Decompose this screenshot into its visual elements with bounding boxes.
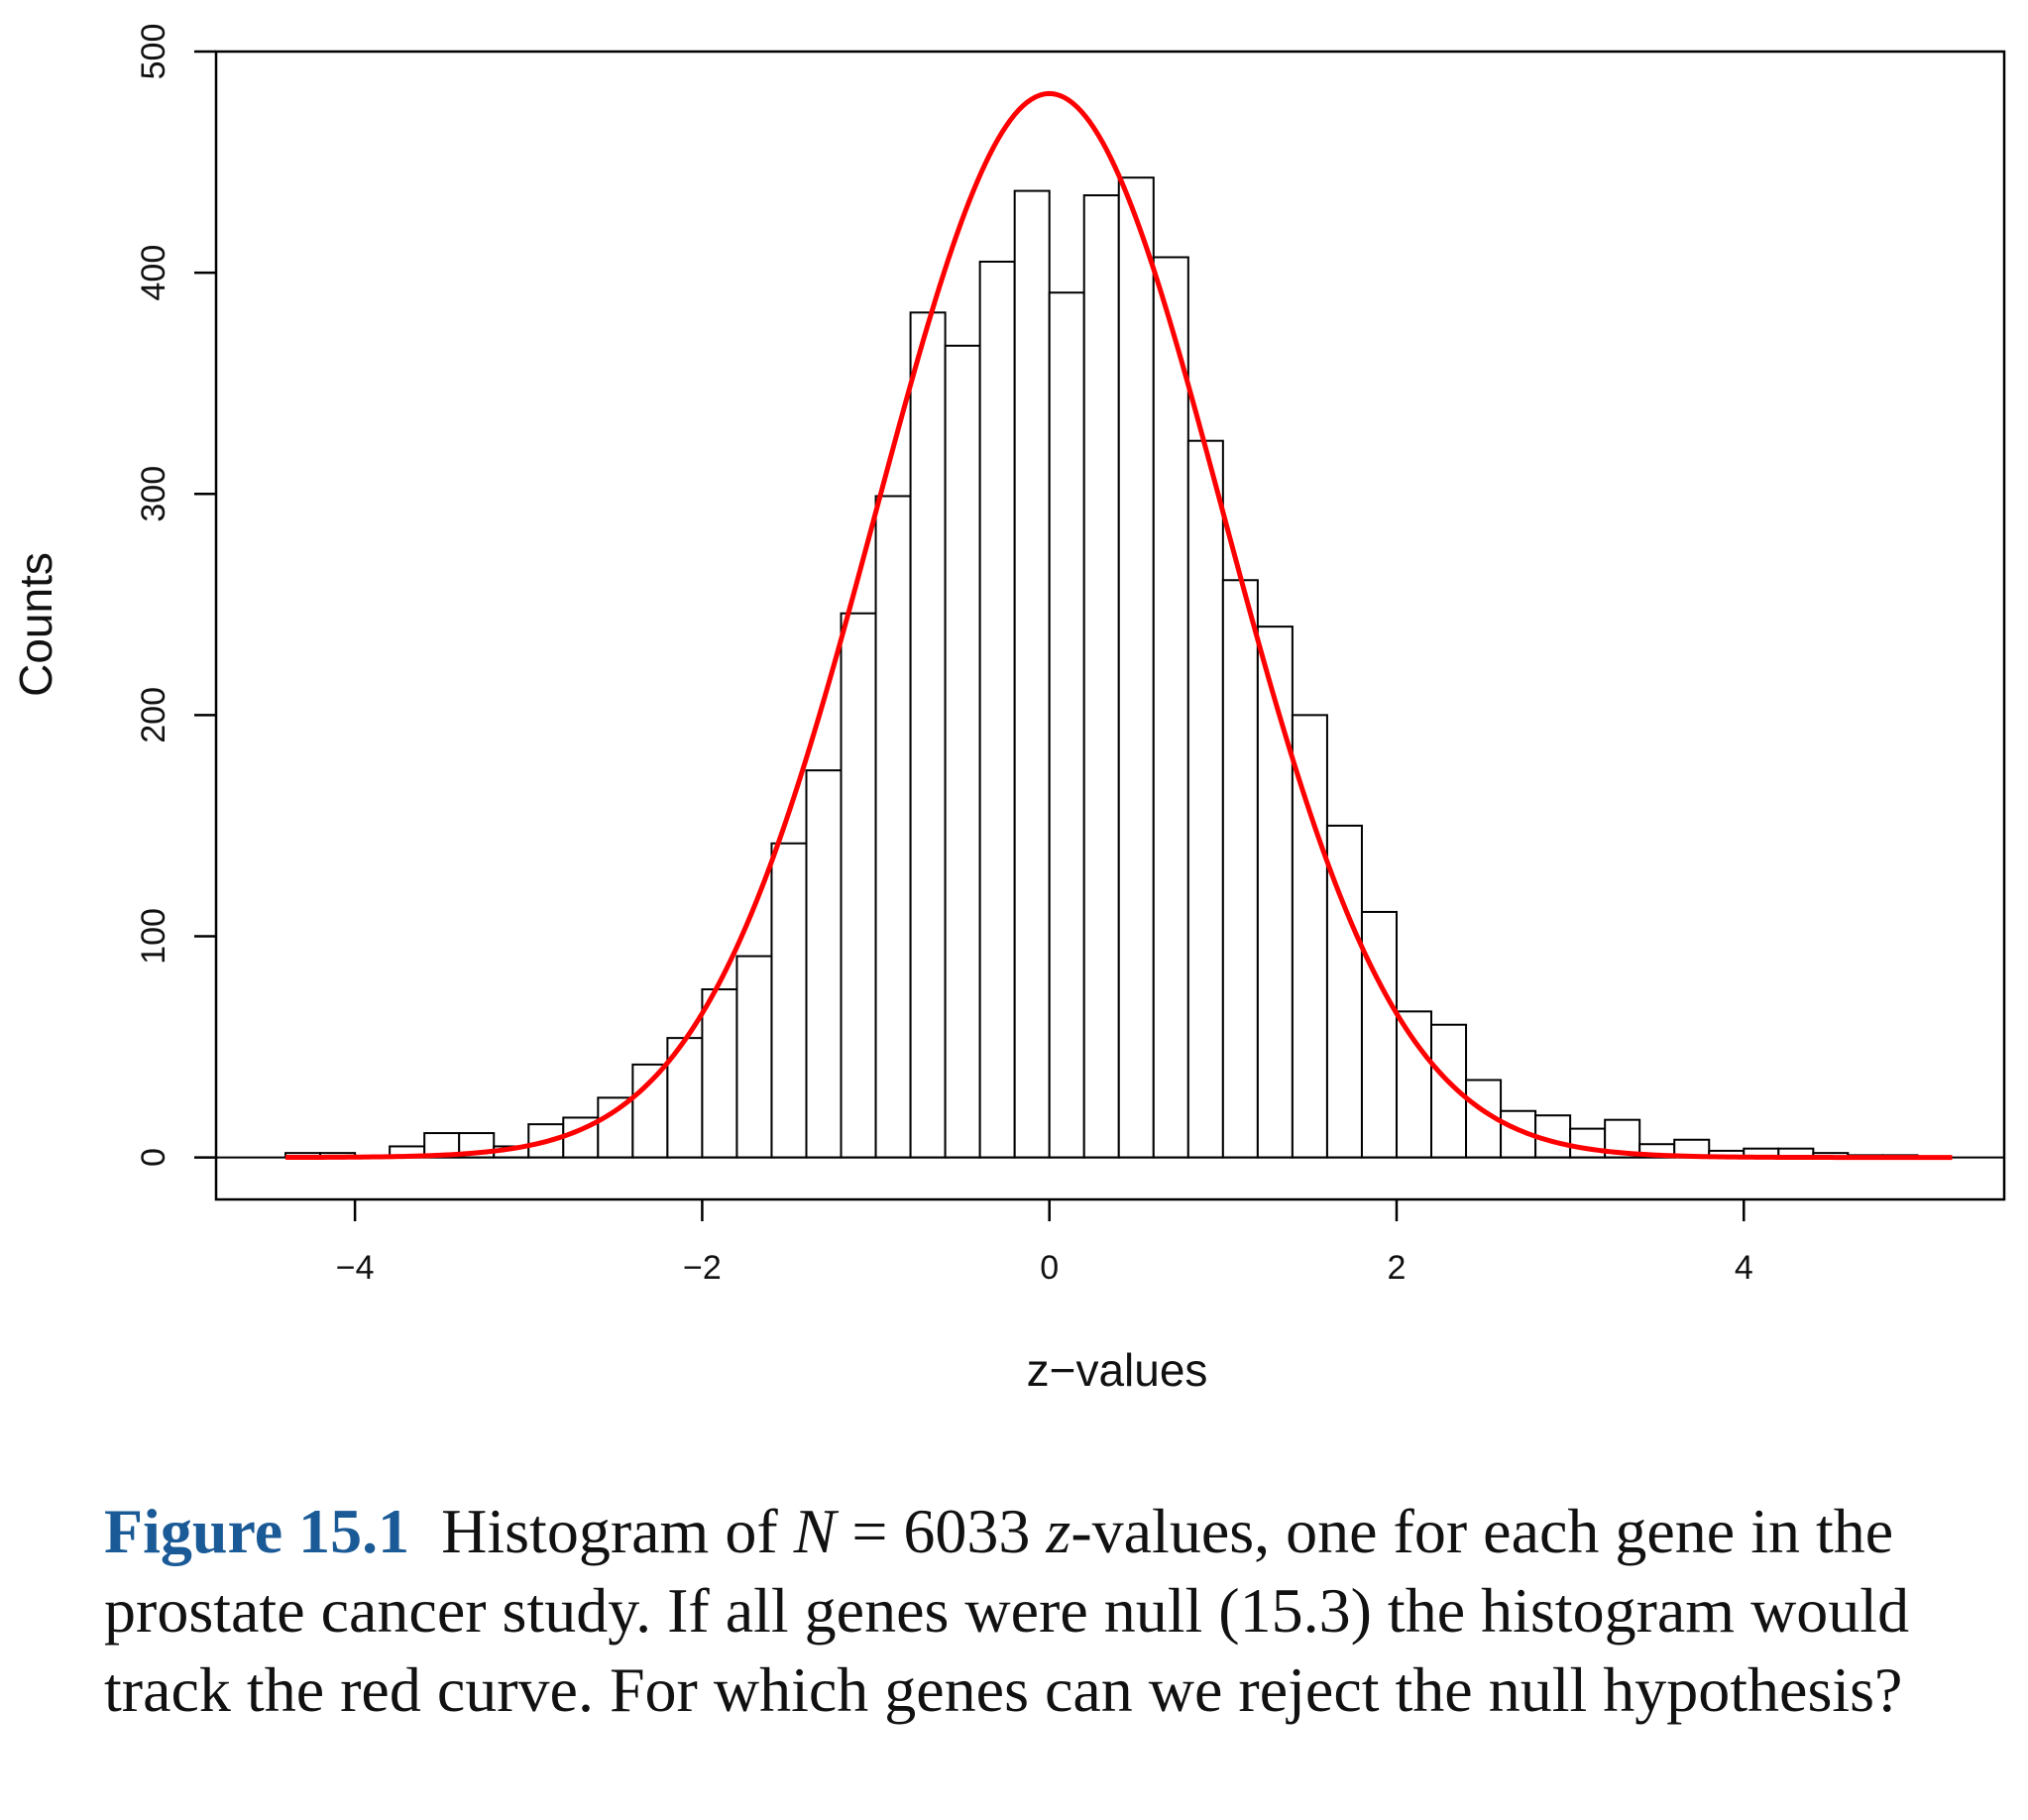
x-tick-label: −2	[683, 1249, 722, 1287]
histogram-bar	[735, 955, 773, 1159]
x-axis-label: z−values	[1027, 1344, 1208, 1396]
histogram-bar	[944, 344, 981, 1159]
x-tick-label: −4	[336, 1249, 375, 1287]
histogram-bar	[1048, 291, 1085, 1159]
histogram-bar	[1360, 910, 1398, 1159]
y-tick-label: 400	[135, 245, 172, 301]
y-tick-label: 300	[135, 466, 172, 522]
y-tick-label: 100	[135, 908, 172, 965]
histogram-bar	[840, 612, 877, 1159]
caption-text-rest: -values, one for each gene in the prosta…	[104, 1496, 1910, 1725]
caption-n-symbol: N	[793, 1496, 837, 1566]
histogram-bar	[1256, 626, 1294, 1159]
caption-n-value: 6033	[903, 1496, 1031, 1566]
histogram-bar	[909, 311, 947, 1159]
histogram-bar	[1117, 176, 1155, 1159]
histogram-bar	[1186, 439, 1224, 1159]
histogram-bar	[701, 988, 738, 1159]
caption-equals: =	[851, 1496, 888, 1566]
histogram-bar	[1152, 256, 1189, 1159]
histogram-bar	[1569, 1127, 1607, 1159]
histogram-bar	[1221, 579, 1259, 1159]
y-axis: 0 100 200 300 400 500	[135, 24, 216, 1167]
x-tick-label: 0	[1040, 1249, 1059, 1287]
histogram-bar	[1013, 189, 1051, 1159]
y-tick-label: 500	[135, 24, 172, 80]
y-tick-label: 200	[135, 687, 172, 743]
x-tick-label: 4	[1735, 1249, 1753, 1287]
histogram-bar	[978, 260, 1016, 1159]
histogram-bar	[770, 842, 808, 1159]
plot-frame	[214, 50, 2006, 1201]
x-axis: −4 −2 0 2 4	[336, 1199, 1753, 1287]
caption-figure-label: Figure 15.1	[104, 1496, 410, 1566]
histogram-bar	[597, 1096, 634, 1159]
x-tick-label: 2	[1388, 1249, 1407, 1287]
caption-text-start: Histogram of	[441, 1496, 778, 1566]
histogram-bar	[874, 495, 912, 1159]
caption-z-symbol: z	[1046, 1496, 1071, 1566]
histogram-bar	[805, 769, 843, 1159]
figure-caption: Figure 15.1 Histogram of N = 6033 z-valu…	[104, 1492, 1968, 1730]
y-axis-label: Counts	[10, 552, 61, 697]
y-tick-label: 0	[135, 1148, 172, 1167]
histogram-chart: −4 −2 0 2 4 0 100 200 300 400 500 z−values Counts	[10, 24, 2006, 1396]
histogram-bar	[1082, 194, 1120, 1159]
histogram-bar	[1395, 1010, 1433, 1159]
histogram-bars	[284, 176, 1919, 1159]
histogram-bar	[1291, 714, 1328, 1159]
normal-density-curve	[285, 90, 1953, 1161]
